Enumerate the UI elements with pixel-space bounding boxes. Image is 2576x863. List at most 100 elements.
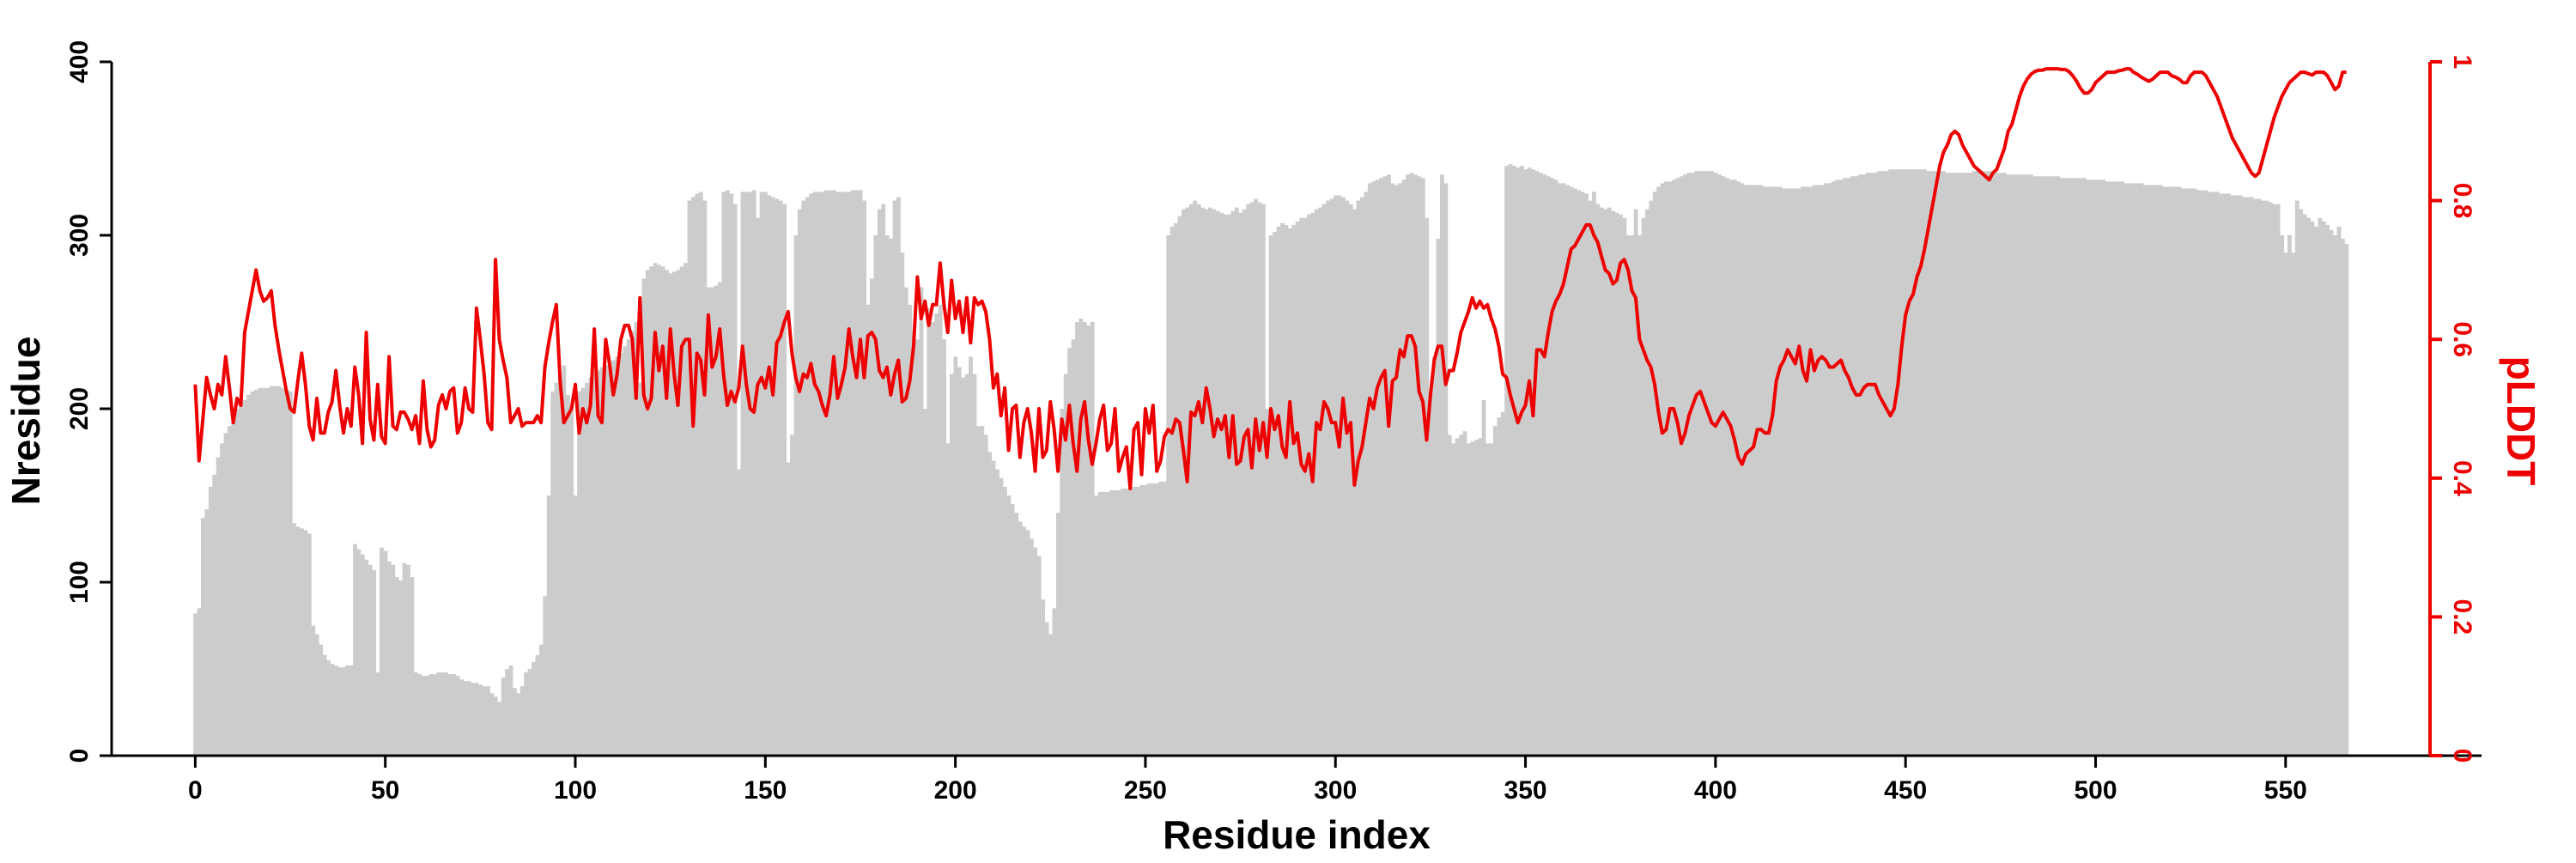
nresidue-bar	[2321, 221, 2326, 757]
nresidue-bar	[1367, 183, 1372, 756]
nresidue-bar	[2336, 226, 2342, 756]
nresidue-bar	[1181, 209, 1186, 756]
nresidue-bar	[216, 457, 221, 756]
nresidue-bar	[626, 339, 631, 756]
nresidue-bar	[927, 307, 932, 757]
nresidue-bar	[983, 435, 988, 756]
nresidue-bar	[1041, 599, 1046, 756]
nresidue-bar	[436, 672, 441, 756]
nresidue-bar	[433, 674, 437, 756]
nresidue-bar	[1170, 226, 1175, 756]
nresidue-bar	[1888, 169, 1893, 757]
nresidue-bar	[2291, 252, 2296, 756]
nresidue-bar	[1273, 231, 1278, 757]
bottom-tick-label: 500	[2074, 776, 2117, 805]
nresidue-bar	[394, 576, 399, 756]
nresidue-bar	[1625, 235, 1631, 756]
nresidue-bar	[1884, 171, 1889, 756]
nresidue-bar	[1337, 195, 1342, 757]
nresidue-bar	[1785, 188, 1790, 756]
bottom-tick-label: 350	[1504, 776, 1547, 805]
nresidue-bar	[1979, 171, 1984, 756]
nresidue-bar	[1413, 174, 1418, 757]
nresidue-bar	[1459, 435, 1463, 756]
nresidue-bar	[980, 426, 985, 756]
nresidue-bar	[383, 550, 388, 756]
nresidue-bar	[1280, 222, 1285, 756]
nresidue-bar	[1090, 322, 1095, 756]
nresidue-bar	[1166, 235, 1171, 756]
nresidue-bar	[1375, 179, 1380, 757]
nresidue-bar	[671, 271, 677, 756]
nresidue-bar	[1257, 202, 1262, 756]
nresidue-bar	[809, 193, 814, 756]
nresidue-bar	[1976, 171, 1980, 756]
nresidue-bar	[1728, 179, 1734, 757]
nresidue-bar	[823, 190, 829, 757]
nresidue-bar	[2142, 185, 2148, 757]
nresidue-bar	[1846, 178, 1851, 757]
nresidue-bar	[1334, 195, 1338, 757]
nresidue-bar	[1432, 356, 1437, 756]
nresidue-bar	[2044, 176, 2049, 756]
nresidue-bar	[1063, 374, 1068, 756]
nresidue-bar	[2002, 173, 2007, 756]
nresidue-bar	[2203, 190, 2208, 757]
nresidue-bar	[1249, 202, 1255, 756]
nresidue-bar	[1641, 217, 1646, 757]
nresidue-bar	[1744, 185, 1748, 757]
nresidue-bar	[1492, 426, 1498, 756]
nresidue-bar	[1379, 178, 1383, 757]
nresidue-bar	[193, 613, 197, 756]
nresidue-bar	[512, 688, 517, 756]
nresidue-bar	[2108, 181, 2113, 756]
nresidue-bar	[972, 374, 977, 756]
nresidue-bar	[1151, 483, 1156, 756]
nresidue-bar	[2123, 183, 2129, 756]
nresidue-bar	[2184, 188, 2190, 756]
nresidue-bar	[212, 474, 217, 756]
nresidue-bar	[1002, 486, 1007, 756]
nresidue-bar	[1406, 174, 1410, 757]
nresidue-bar	[1006, 495, 1012, 756]
nresidue-bar	[839, 191, 844, 756]
nresidue-bar	[1820, 185, 1825, 757]
nresidue-bar	[915, 339, 920, 756]
nresidue-bar	[1983, 171, 1988, 756]
nresidue-bar	[2009, 174, 2014, 757]
nresidue-bar	[775, 198, 780, 756]
nresidue-bar	[444, 672, 449, 756]
nresidue-bar	[759, 191, 764, 756]
nresidue-bar	[1284, 224, 1289, 756]
nresidue-bar	[847, 191, 852, 756]
nresidue-bar	[881, 204, 886, 756]
nresidue-bar	[501, 678, 506, 756]
nresidue-bar	[2219, 193, 2224, 756]
nresidue-bar	[280, 387, 285, 756]
x-axis-title: Residue index	[1163, 812, 1431, 857]
nresidue-bar	[1577, 190, 1582, 757]
nresidue-bar	[892, 200, 897, 757]
nresidue-bar	[1029, 538, 1034, 756]
nresidue-bar	[1033, 547, 1038, 756]
nresidue-bar	[1987, 171, 1992, 756]
nresidue-bar	[333, 665, 338, 756]
nresidue-bar	[1911, 169, 1916, 757]
nresidue-bar	[1907, 169, 1912, 757]
nresidue-bar	[1644, 209, 1649, 756]
nresidue-bar	[1527, 167, 1532, 757]
nresidue-bar	[1896, 169, 1900, 757]
nresidue-bar	[428, 674, 434, 756]
nresidue-bar	[1671, 179, 1676, 757]
nresidue-bar	[1850, 176, 1855, 756]
nresidue-bar	[239, 403, 244, 756]
nresidue-bar	[1971, 171, 1977, 756]
nresidue-bar	[538, 644, 544, 756]
nresidue-bar	[923, 409, 927, 756]
bottom-tick-label: 0	[188, 776, 203, 805]
nresidue-bar	[604, 365, 609, 756]
nresidue-bar	[1710, 171, 1715, 756]
nresidue-bar	[337, 666, 343, 756]
y-axis-right-title: pLDDT	[2499, 356, 2543, 486]
nresidue-bar	[2014, 174, 2019, 757]
